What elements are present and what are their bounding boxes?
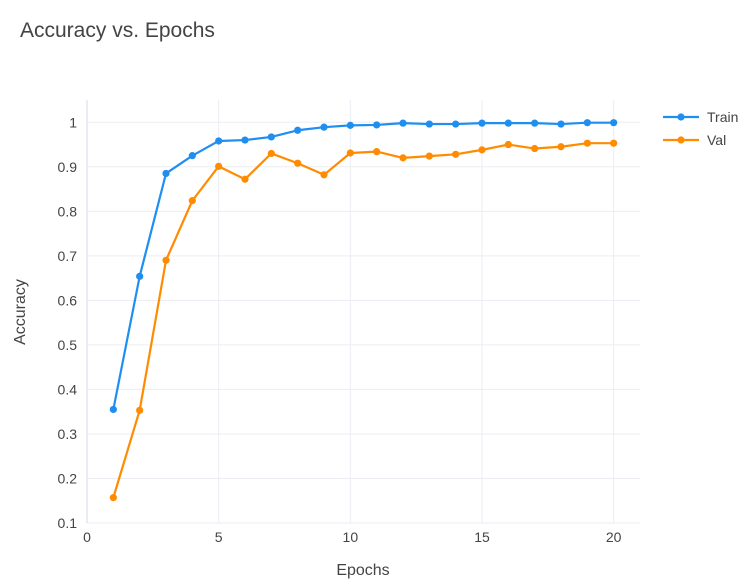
val-data-point[interactable] [531,144,539,153]
val-data-point[interactable] [320,171,328,179]
val-data-point[interactable] [294,159,302,167]
grid [86,100,640,524]
train-data-point[interactable] [373,121,381,129]
train-data-point[interactable] [478,119,486,127]
train-data-point[interactable] [504,119,512,127]
train-data-point[interactable] [452,120,460,128]
train-data-point[interactable] [136,272,144,280]
val-series-line [112,142,614,498]
train-data-point[interactable] [399,119,407,127]
y-tick-label: 0.2 [58,470,78,486]
legend-label: Train [707,109,738,125]
val-data-point[interactable] [346,149,354,157]
val-data-point[interactable] [610,139,618,147]
x-tick-label: 20 [606,529,622,545]
train-data-point[interactable] [320,123,328,131]
legend-item-train[interactable]: Train [663,109,738,125]
y-axis-title: Accuracy [12,279,29,345]
train-data-point[interactable] [346,121,354,129]
train-data-point[interactable] [215,137,223,145]
y-tick-label: 0.1 [58,515,78,531]
train-data-point[interactable] [294,126,302,134]
val-data-point[interactable] [267,149,275,158]
x-tick-label: 10 [343,529,359,545]
chart-title: Accuracy vs. Epochs [20,19,215,42]
x-axis-title: Epochs [336,562,389,579]
val-data-point[interactable] [136,406,144,414]
train-data-point[interactable] [531,119,539,127]
y-tick-label: 1 [69,114,77,130]
train-series-line [112,121,614,410]
train-data-point[interactable] [610,119,618,127]
train-data-point[interactable] [162,169,170,178]
y-tick-label: 0.7 [58,248,78,264]
train-data-point[interactable] [583,119,591,127]
y-tick-label: 0.4 [58,381,78,397]
x-axis-ticks: 0 5 10 15 20 [83,529,622,545]
train-data-point[interactable] [267,133,275,141]
y-tick-label: 0.5 [58,337,78,353]
series-lines [109,119,618,502]
train-data-point[interactable] [109,405,117,414]
val-data-point[interactable] [452,150,460,158]
val-data-point[interactable] [373,148,381,156]
train-data-point[interactable] [425,120,433,128]
val-data-point[interactable] [162,256,170,264]
train-data-point[interactable] [188,152,196,160]
x-tick-label: 15 [474,529,490,545]
y-tick-label: 0.8 [58,203,78,219]
train-data-point[interactable] [241,136,249,144]
x-tick-label: 5 [215,529,223,545]
y-axis-ticks: 0.1 0.2 0.3 0.4 0.5 0.6 0.7 0.8 0.9 1 [58,114,78,531]
legend-label: Val [707,132,726,148]
legend-marker [677,113,685,121]
val-data-point[interactable] [188,197,196,205]
val-data-point[interactable] [557,143,565,151]
legend[interactable]: Train Val [663,109,738,148]
val-data-point[interactable] [478,146,486,154]
val-data-point[interactable] [399,154,407,162]
val-data-point[interactable] [583,139,591,147]
legend-marker [677,136,685,144]
y-tick-label: 0.3 [58,426,78,442]
y-tick-label: 0.6 [58,292,78,308]
y-tick-label: 0.9 [58,159,78,175]
train-data-point[interactable] [557,120,565,128]
val-data-point[interactable] [241,175,249,183]
val-data-point[interactable] [109,494,117,502]
legend-item-val[interactable]: Val [663,132,726,148]
x-tick-label: 0 [83,529,91,545]
val-data-point[interactable] [215,162,223,170]
val-data-point[interactable] [425,152,433,160]
val-data-point[interactable] [504,140,512,149]
